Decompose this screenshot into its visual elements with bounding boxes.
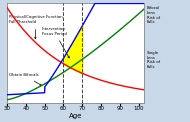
X-axis label: Age: Age	[69, 112, 82, 119]
Text: Intervention
Focus Period: Intervention Focus Period	[42, 27, 69, 58]
Text: Physical/Cognitive Function
Fall Threshold: Physical/Cognitive Function Fall Thresho…	[9, 15, 63, 39]
Text: Obtain Bifocals: Obtain Bifocals	[9, 73, 42, 86]
Text: Single
Lens
Risk of
Falls: Single Lens Risk of Falls	[146, 51, 160, 69]
Text: Bifocal
Lens
Risk of
Falls: Bifocal Lens Risk of Falls	[146, 6, 160, 24]
